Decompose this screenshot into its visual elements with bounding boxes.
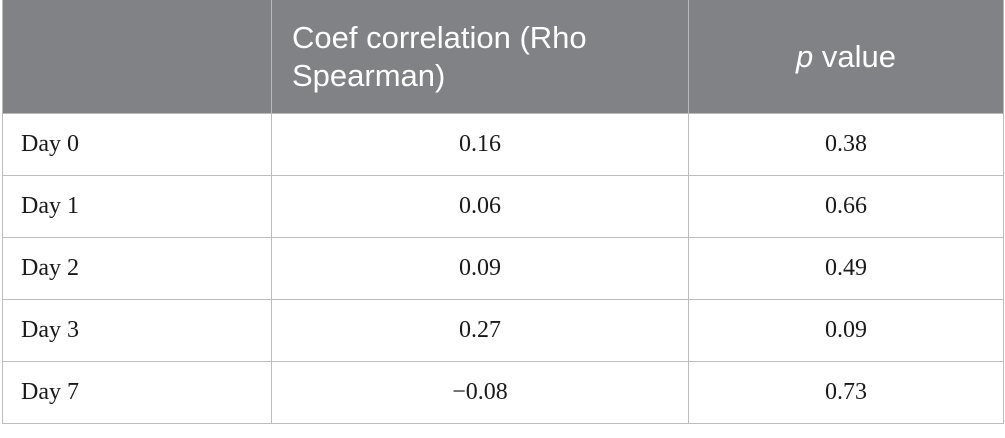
p-symbol: p: [796, 38, 814, 74]
row-label: Day 7: [2, 361, 272, 424]
p-value: 0.73: [688, 361, 1004, 424]
p-value: 0.49: [688, 237, 1004, 300]
table-row: Day 0 0.16 0.38: [2, 113, 1004, 176]
p-value: 0.66: [688, 175, 1004, 238]
table-row: Day 1 0.06 0.66: [2, 175, 1004, 238]
coef-value: 0.16: [271, 113, 689, 176]
row-label: Day 1: [2, 175, 272, 238]
row-label: Day 2: [2, 237, 272, 300]
coef-value: 0.06: [271, 175, 689, 238]
coef-value: −0.08: [271, 361, 689, 424]
table-body: Day 0 0.16 0.38 Day 1 0.06 0.66 Day 2 0.…: [2, 113, 1004, 424]
p-value: 0.09: [688, 299, 1004, 362]
coef-value: 0.27: [271, 299, 689, 362]
p-value-word: value: [821, 38, 896, 74]
correlation-table-container: Coef correlation (Rho Spearman) p value …: [2, 0, 1004, 426]
header-empty-cell: [2, 0, 272, 114]
table-header: Coef correlation (Rho Spearman) p value: [2, 0, 1004, 114]
row-label: Day 0: [2, 113, 272, 176]
table-row: Day 7 −0.08 0.73: [2, 361, 1004, 424]
correlation-table: Coef correlation (Rho Spearman) p value …: [2, 0, 1004, 424]
table-row: Day 3 0.27 0.09: [2, 299, 1004, 362]
header-coef-correlation: Coef correlation (Rho Spearman): [271, 0, 689, 114]
table-row: Day 2 0.09 0.49: [2, 237, 1004, 300]
row-label: Day 3: [2, 299, 272, 362]
header-p-value: p value: [688, 0, 1004, 114]
header-row: Coef correlation (Rho Spearman) p value: [2, 0, 1004, 114]
coef-value: 0.09: [271, 237, 689, 300]
p-value: 0.38: [688, 113, 1004, 176]
